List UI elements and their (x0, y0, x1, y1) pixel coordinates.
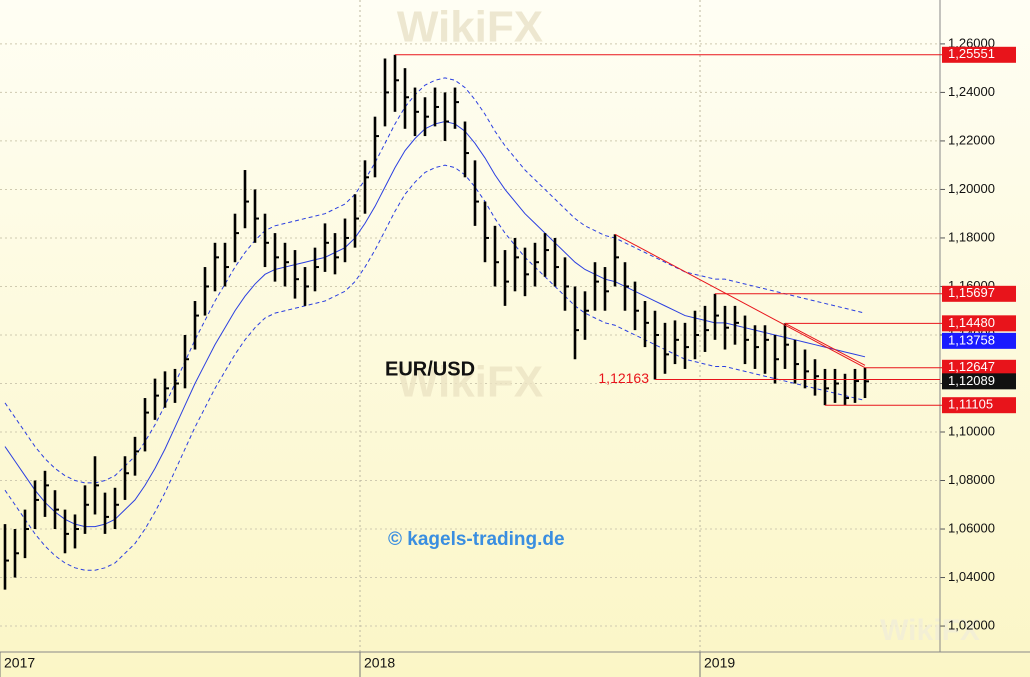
grid (0, 0, 940, 652)
y-tick-label: 1,22000 (948, 132, 995, 147)
y-tick-label: 1,24000 (948, 84, 995, 99)
y-tick-label: 1,26000 (948, 35, 995, 50)
trendline (784, 322, 866, 366)
level-label: 1,12163 (598, 370, 649, 386)
level-label: 1,11105 (948, 397, 993, 412)
watermark: WikiFX (397, 358, 543, 407)
level-label-bg (942, 315, 1016, 332)
band-line (4, 164, 866, 571)
level-label: 1,13758 (948, 332, 995, 347)
y-tick-label: 1,18000 (948, 229, 995, 244)
watermark: WikiFX (880, 614, 980, 647)
level-label-bg (942, 397, 1016, 414)
level-label: 1,14480 (948, 315, 995, 330)
x-tick-label: 2018 (364, 655, 395, 671)
y-tick-label: 1,10000 (948, 423, 995, 438)
level-label: 1,12089 (948, 373, 995, 388)
level-label: 1,15697 (948, 285, 995, 300)
x-tick-label: 2017 (4, 655, 35, 671)
watermark: WikiFX (397, 3, 543, 52)
y-tick-label: 1,08000 (948, 472, 995, 487)
level-label-bg (942, 373, 1016, 390)
level-label-bg (942, 285, 1016, 302)
level-label-bg (942, 359, 1016, 376)
level-label: 1,12647 (948, 359, 995, 374)
trendline (614, 233, 866, 369)
y-tick-label: 1,20000 (948, 181, 995, 196)
level-label-bg (942, 46, 1016, 63)
y-tick-label: 1,06000 (948, 520, 995, 535)
x-tick-label: 2019 (704, 655, 735, 671)
chart-title: EUR/USD (385, 358, 475, 380)
band-line (4, 77, 866, 484)
level-label-bg (942, 332, 1016, 349)
watermarks: WikiFX WikiFX WikiFX (397, 3, 980, 647)
level-label: 1,25551 (948, 46, 995, 61)
y-tick-label: 1,04000 (948, 569, 995, 584)
credit: © kagels-trading.de (388, 529, 565, 550)
y-tick-label: 1,02000 (948, 617, 995, 632)
